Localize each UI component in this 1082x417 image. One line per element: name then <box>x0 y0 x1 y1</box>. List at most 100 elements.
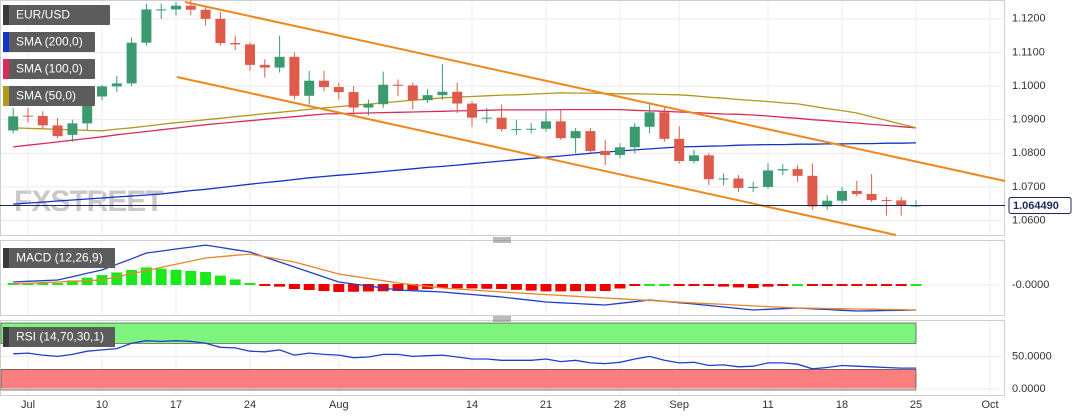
candle-body <box>378 84 389 105</box>
macd-histogram-bar <box>170 269 182 285</box>
candle-body <box>171 5 181 10</box>
legend-swatch <box>3 327 9 347</box>
legend-swatch <box>3 32 9 52</box>
y-tick-label: -0.0000 <box>1012 279 1049 291</box>
candle-body <box>748 186 759 188</box>
legend-box <box>3 59 95 79</box>
macd-histogram-bar <box>599 284 611 291</box>
macd-histogram-bar <box>762 284 774 287</box>
panel-label: RSI (14,70,30,1) <box>16 330 104 344</box>
x-tick-label: 10 <box>96 399 108 411</box>
candle-body <box>777 169 788 171</box>
x-tick-label: Oct <box>981 399 998 411</box>
x-tick-label: Jul <box>21 399 35 411</box>
macd-histogram-bar <box>821 284 833 286</box>
panel-label-box <box>3 327 115 347</box>
candle-body <box>23 115 33 117</box>
y-tick-label: 1.0700 <box>1012 181 1046 193</box>
macd-histogram-bar <box>52 282 64 285</box>
candle-body <box>851 190 862 194</box>
macd-histogram-bar <box>496 284 508 290</box>
macd-histogram-bar <box>288 284 300 290</box>
candle-body <box>156 9 167 11</box>
y-tick-label: 1.0900 <box>1012 114 1046 126</box>
x-tick-label: 21 <box>540 399 552 411</box>
macd-histogram-bar <box>66 280 78 285</box>
macd-histogram-bar <box>836 284 848 286</box>
macd-histogram-bar <box>229 279 241 285</box>
candle-body <box>822 200 833 207</box>
macd-histogram-bar <box>466 284 478 289</box>
candle-body <box>141 9 152 43</box>
x-tick-label: Aug <box>329 399 349 411</box>
macd-histogram-bar <box>629 284 641 287</box>
last-price-label: 1.064490 <box>1013 200 1059 212</box>
macd-histogram-bar <box>673 284 685 286</box>
legend-label: EUR/USD <box>16 8 70 22</box>
candle-body <box>37 115 48 126</box>
macd-histogram-bar <box>111 272 123 285</box>
last-price-box <box>1008 196 1072 214</box>
macd-histogram-bar <box>214 275 226 285</box>
macd-histogram-bar <box>407 284 419 290</box>
macd-histogram-bar <box>880 284 892 286</box>
candle-body <box>837 190 847 201</box>
x-tick-label: 28 <box>614 399 626 411</box>
candle-body <box>541 121 551 129</box>
legend-swatch <box>3 5 9 25</box>
candle-body <box>644 112 655 127</box>
trend-channel-lower <box>176 76 897 236</box>
candle-body <box>319 80 329 88</box>
legend-box <box>3 86 95 106</box>
panel-label: MACD (12,26,9) <box>16 251 103 265</box>
candle-body <box>437 91 448 96</box>
macd-histogram-bar <box>718 284 730 287</box>
macd-histogram-bar <box>481 284 493 289</box>
candle-body <box>333 87 344 93</box>
candle-body <box>274 56 285 68</box>
macd-histogram-bar <box>732 284 744 288</box>
candle-body <box>452 91 463 104</box>
macd-histogram-bar <box>140 267 152 285</box>
macd-histogram-bar <box>22 282 34 285</box>
oversold-band <box>0 369 917 391</box>
candle-body <box>511 129 522 131</box>
overbought-band <box>0 322 917 344</box>
watermark: FXSTREET <box>14 185 163 218</box>
macd-histogram-bar <box>910 284 922 286</box>
candle-body <box>422 95 433 101</box>
x-tick-label: 17 <box>170 399 182 411</box>
legend-label: SMA (50,0) <box>16 89 76 103</box>
candle-body <box>689 155 699 162</box>
macd-histogram-bar <box>200 272 212 285</box>
y-tick-label: 1.0800 <box>1012 147 1046 159</box>
candle-body <box>866 193 877 201</box>
x-tick-label: Sep <box>669 399 689 411</box>
macd-histogram-bar <box>333 284 345 292</box>
candle-body <box>792 169 803 176</box>
candle-body <box>407 85 418 101</box>
macd-histogram-bar <box>703 284 715 286</box>
candle-body <box>82 96 93 124</box>
macd-histogram-bar <box>303 284 315 290</box>
macd-histogram-bar <box>259 284 271 286</box>
y-tick-label: 1.1200 <box>1012 13 1046 25</box>
candle-body <box>481 117 492 119</box>
trend-channel-upper <box>184 1 1006 182</box>
macd-histogram-bar <box>451 284 463 289</box>
macd-histogram-bar <box>614 284 626 289</box>
y-tick-label: 1.1000 <box>1012 80 1046 92</box>
macd-histogram-bar <box>348 284 360 292</box>
candle-body <box>348 92 359 108</box>
candle-body <box>67 123 78 135</box>
macd-histogram-bar <box>644 284 656 286</box>
macd-histogram-bar <box>851 284 863 287</box>
macd-histogram-bar <box>806 284 818 286</box>
legend-label: SMA (100,0) <box>16 62 83 76</box>
candle-body <box>52 125 63 137</box>
macd-histogram-bar <box>866 284 878 286</box>
pane-grip <box>493 237 511 322</box>
macd-histogram-bar <box>658 284 670 286</box>
macd-histogram-bar <box>392 284 404 292</box>
